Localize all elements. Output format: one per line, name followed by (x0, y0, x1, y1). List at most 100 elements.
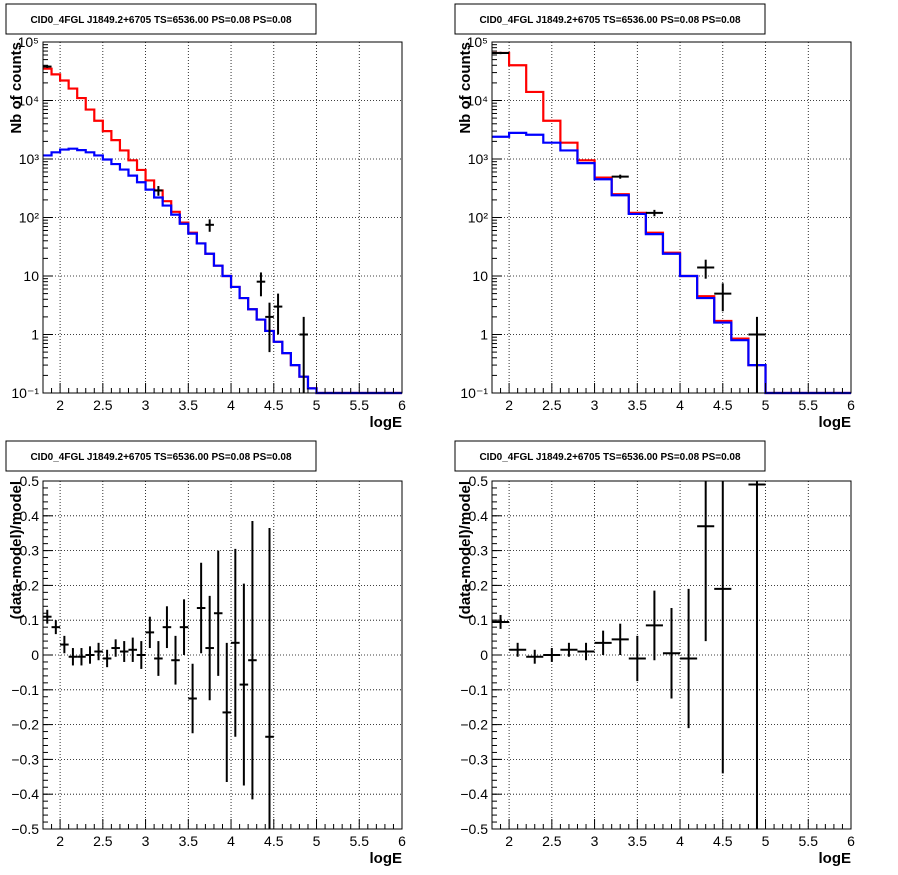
data-point (60, 635, 69, 654)
data-point (645, 590, 663, 661)
x-tick-label: 4.5 (264, 833, 284, 849)
chart-title: CID0_4FGL J1849.2+6705 TS=6536.00 PS=0.0… (30, 452, 292, 463)
data-point (265, 527, 274, 829)
x-tick-label: 3 (142, 833, 150, 849)
x-tick-label: 3.5 (179, 397, 199, 413)
y-tick-label: −0.5 (460, 821, 488, 837)
data-point (611, 174, 629, 179)
x-tick-label: 2 (505, 397, 513, 413)
data-point (248, 521, 257, 800)
data-point (628, 635, 646, 682)
data-point (748, 316, 766, 393)
y-tick-label: 0.2 (20, 577, 40, 593)
data-point (577, 642, 595, 661)
data-point (68, 648, 78, 666)
x-tick-label: 5.5 (350, 397, 370, 413)
y-tick-label: −0.2 (460, 717, 488, 733)
data-point (205, 219, 214, 232)
series-step-line (43, 147, 402, 395)
data-point (162, 606, 172, 649)
y-tick-label: 10⁵ (467, 34, 488, 50)
plot-frame (491, 41, 852, 394)
data-point (222, 642, 232, 783)
series-step-line (492, 51, 851, 395)
chart-title: CID0_4FGL J1849.2+6705 TS=6536.00 PS=0.0… (30, 15, 292, 26)
y-tick-label: −0.4 (11, 786, 39, 802)
data-point (213, 550, 223, 676)
data-point (51, 620, 61, 635)
data-point (697, 481, 715, 642)
data-point (492, 614, 510, 629)
x-tick-label: 2.5 (93, 397, 113, 413)
x-tick-label: 3.5 (179, 833, 199, 849)
y-tick-label: 10² (468, 210, 489, 226)
x-tick-label: 2 (56, 833, 64, 849)
title-box (5, 3, 317, 35)
data-point (611, 623, 629, 655)
data-point (256, 272, 266, 297)
data-point (94, 642, 103, 661)
y-tick-label: 0.5 (469, 473, 489, 489)
data-point (299, 316, 308, 393)
y-tick-label: 10⁴ (17, 93, 39, 109)
data-point (748, 481, 766, 829)
x-tick-label: 2.5 (542, 397, 562, 413)
data-point (273, 293, 283, 335)
x-tick-label: 6 (398, 397, 406, 413)
data-point (697, 259, 715, 279)
data-point (239, 583, 249, 786)
x-tick-label: 4 (227, 397, 235, 413)
chart-panel-4: CID0_4FGL J1849.2+6705 TS=6536.00 PS=0.0… (454, 440, 855, 867)
y-axis-label: (data-model)/model (8, 481, 25, 619)
data-point (526, 649, 544, 664)
data-point (179, 599, 189, 655)
y-tick-label: 0.1 (20, 612, 40, 628)
plot-frame (42, 41, 403, 394)
y-tick-label: 10 (23, 268, 39, 284)
chart-panel-2: CID0_4FGL J1849.2+6705 TS=6536.00 PS=0.0… (454, 3, 855, 431)
y-axis-label: Nb of counts (457, 42, 474, 134)
data-point (43, 609, 52, 624)
x-tick-label: 3 (142, 397, 150, 413)
y-tick-label: 0 (31, 647, 39, 663)
y-tick-label: 10² (19, 210, 40, 226)
x-tick-label: 4 (676, 833, 684, 849)
x-tick-label: 3 (591, 833, 599, 849)
x-tick-label: 6 (847, 833, 855, 849)
chart-title: CID0_4FGL J1849.2+6705 TS=6536.00 PS=0.0… (479, 15, 741, 26)
y-tick-label: −0.5 (11, 821, 39, 837)
y-tick-label: 0.3 (469, 543, 489, 559)
x-tick-label: 5 (313, 397, 321, 413)
x-tick-label: 3 (591, 397, 599, 413)
data-point (128, 637, 138, 662)
data-point (196, 562, 206, 654)
x-tick-label: 4 (227, 833, 235, 849)
series-step-line (492, 131, 851, 395)
x-tick-label: 3.5 (628, 397, 648, 413)
y-tick-label: 0.1 (469, 612, 489, 628)
data-point (205, 595, 214, 701)
data-point (171, 635, 180, 685)
y-tick-label: −0.4 (460, 786, 488, 802)
y-tick-label: −0.2 (11, 717, 39, 733)
y-tick-label: −0.3 (11, 751, 39, 767)
data-point (680, 588, 698, 729)
x-tick-label: 2 (56, 397, 64, 413)
title-box (454, 3, 766, 35)
title-box (454, 440, 766, 472)
data-point (662, 608, 681, 699)
y-tick-label: −0.1 (11, 682, 39, 698)
y-tick-label: 0 (480, 647, 488, 663)
x-tick-label: 6 (398, 833, 406, 849)
chart-panel-1: CID0_4FGL J1849.2+6705 TS=6536.00 PS=0.0… (5, 3, 406, 431)
y-tick-label: 0.2 (469, 577, 489, 593)
y-tick-label: 0.5 (20, 473, 40, 489)
chart-title: CID0_4FGL J1849.2+6705 TS=6536.00 PS=0.0… (479, 452, 741, 463)
y-tick-label: 10⁴ (466, 93, 488, 109)
y-tick-label: −0.1 (460, 682, 488, 698)
x-tick-label: 5.5 (350, 833, 370, 849)
data-point (594, 630, 612, 655)
x-tick-label: 2.5 (542, 833, 562, 849)
title-box (5, 440, 317, 472)
